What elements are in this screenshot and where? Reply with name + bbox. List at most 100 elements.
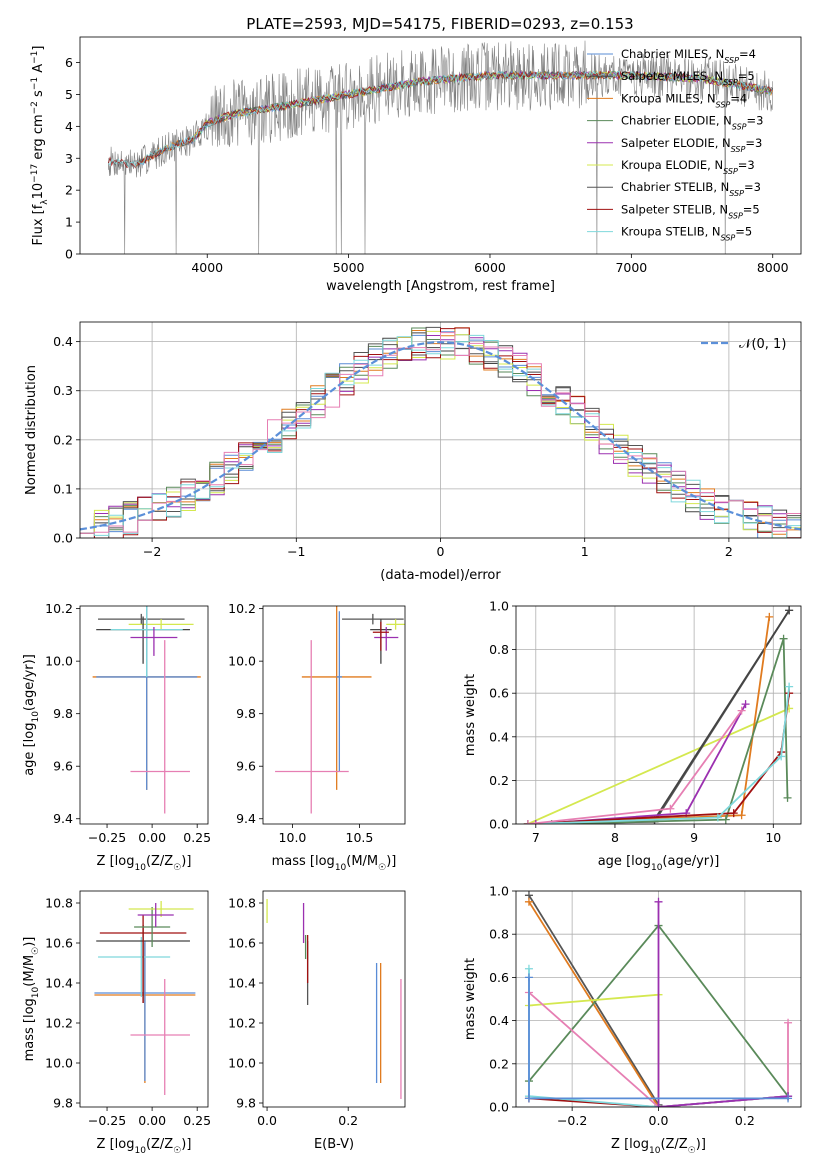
x-axis-label-part: 10 (335, 863, 347, 873)
panel-mass-vs-Z: −0.25 0.00 0.25 9.8 10.0 10.2 10.4 10.6 10.8 Z [l… (22, 890, 211, 1156)
legend-entry: 𝒩(0, 1) (739, 337, 786, 352)
plot-area (524, 891, 793, 1107)
y-tick-label: 10.4 (45, 976, 73, 991)
y-tick-label: 0 (65, 247, 73, 262)
mass-weight-point (765, 612, 774, 621)
mass-weight-point (713, 813, 722, 822)
y-tick-label: 0.2 (53, 432, 73, 447)
legend-entry: Chabrier STELIB, NSSP=3 (621, 180, 761, 198)
x-tick-label: −0.25 (88, 1113, 126, 1128)
x-tick-label: 0.00 (138, 1113, 166, 1128)
y-axis-label-part: (age/yr)] (22, 654, 37, 711)
x-axis-label-part: ☉ (688, 1146, 696, 1156)
observed-spectrum (108, 40, 773, 254)
y-tick-label: 9.8 (236, 706, 256, 721)
mass-weight-point (666, 804, 675, 813)
x-axis-label-part: Z [log (97, 1137, 135, 1152)
x-tick-label: 8000 (757, 260, 789, 275)
x-tick-label: 0.0 (257, 1113, 277, 1128)
legend-text: Salpeter MILES, N (621, 69, 723, 83)
mass-weight-point (737, 811, 746, 820)
x-axis-label: age [log10(age/yr)] (598, 854, 720, 873)
x-tick-label: 10.5 (346, 830, 374, 845)
legend-text: =5 (735, 225, 752, 239)
mass-weight-series (527, 686, 790, 824)
axes-frame (79, 36, 802, 255)
plot-area (266, 899, 402, 1099)
y-tick-label: 10.0 (45, 654, 73, 669)
y-axis-label: mass weight (463, 958, 478, 1040)
x-tick-label: 7 (532, 830, 540, 845)
legend-subscript: SSP (723, 167, 738, 176)
mass-weight-series (527, 710, 743, 824)
y-tick-label: 1.0 (489, 884, 509, 899)
x-tick-label: 6000 (474, 260, 506, 275)
y-tick-label: 10.2 (228, 601, 256, 616)
legend-text: Salpeter STELIB, N (621, 202, 728, 216)
legend-subscript: SSP (721, 233, 736, 242)
x-axis-label-part: (M/M (346, 854, 378, 869)
y-axis-label: age [log10(age/yr)] (22, 654, 41, 776)
legend-text: =3 (747, 114, 764, 128)
y-axis-label-part: erg cm (31, 114, 46, 163)
x-axis-label-part: 10 (134, 1146, 146, 1156)
y-tick-label: 0.4 (489, 729, 509, 744)
y-tick-label: 0.4 (489, 1013, 509, 1028)
mass-weight-point (783, 793, 792, 802)
y-axis-label-part: (M/M (22, 955, 37, 987)
legend-text: =5 (738, 69, 755, 83)
mass-weight-point (784, 1094, 793, 1103)
y-axis-label-part: ] (31, 46, 46, 51)
mass-weight-series (657, 901, 789, 1107)
legend-text: Chabrier STELIB, N (621, 180, 729, 194)
legend-subscript: SSP (731, 144, 746, 153)
y-axis-label-part: 10 (31, 986, 41, 998)
y-axis-label: Normed distribution (24, 365, 39, 495)
y-tick-label: 0.6 (489, 970, 509, 985)
mass-weight-point (785, 606, 794, 615)
legend-entry: Salpeter STELIB, NSSP=5 (621, 202, 760, 220)
y-tick-label: 10.0 (45, 1056, 73, 1071)
y-tick-label: 0.0 (53, 531, 73, 546)
y-tick-label: 9.8 (53, 1096, 73, 1111)
axes-frame (79, 321, 802, 539)
y-tick-label: 9.8 (236, 1096, 256, 1111)
residual-histogram-series (80, 334, 801, 538)
legend-text: Kroupa STELIB, N (621, 225, 721, 239)
y-tick-label: 1 (65, 215, 73, 230)
residual-histogram-series (80, 332, 801, 538)
x-tick-label: 4000 (191, 260, 223, 275)
y-tick-label: 10.8 (45, 896, 73, 911)
legend-entry: Chabrier MILES, NSSP=4 (621, 47, 756, 65)
y-tick-label: 10.4 (228, 976, 256, 991)
y-axis-label-part: )] (22, 937, 37, 947)
y-axis-label-part: 10 (31, 183, 46, 200)
y-tick-label: 9.6 (53, 759, 73, 774)
x-tick-label: 8 (611, 830, 619, 845)
x-axis-label-part: )] (696, 1137, 706, 1152)
x-axis-label-part: ☉ (173, 863, 181, 873)
axes-frame (262, 605, 406, 825)
legend-text: =5 (743, 202, 760, 216)
y-tick-label: 0.6 (489, 686, 509, 701)
mass-weight-series (527, 616, 771, 824)
y-tick-label: 3 (65, 151, 73, 166)
mass-weight-point (654, 1103, 663, 1107)
axes-frame (515, 605, 802, 825)
panel-age-vs-Z: −0.25 0.00 0.259.49.69.810.010.2Z [log10(Z… (22, 601, 211, 873)
y-tick-label: 0.2 (489, 773, 509, 788)
x-axis-label-part: 10 (651, 863, 663, 873)
y-axis-label-part: ☉ (31, 947, 41, 955)
y-tick-label: 1.0 (489, 599, 509, 614)
legend-entry: Kroupa ELODIE, NSSP=3 (621, 158, 755, 176)
axes-frame (79, 605, 209, 825)
y-tick-label: 0.3 (53, 383, 73, 398)
mass-weight-point (785, 682, 794, 691)
y-tick-label: 0.0 (489, 1100, 509, 1115)
panel-mass-weight-vs-Z: −0.2 0.0 0.2 0.0 0.2 0.4 0.6 0.8 1.0 Z [log10(Z/Z… (463, 884, 802, 1156)
y-tick-label: 10.2 (45, 1016, 73, 1031)
x-tick-label: 1 (581, 544, 589, 559)
x-axis-label-part: )] (386, 854, 396, 869)
x-tick-label: −0.2 (557, 1113, 587, 1128)
